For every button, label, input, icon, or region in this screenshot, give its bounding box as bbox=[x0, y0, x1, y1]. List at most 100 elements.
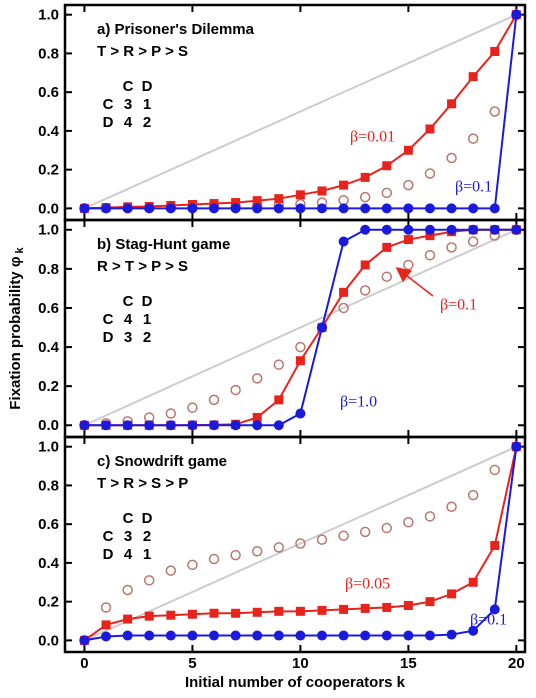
matrix-cell: 2 bbox=[143, 114, 151, 131]
point bbox=[382, 602, 392, 612]
y-tick-label: 0.2 bbox=[38, 594, 59, 611]
y-axis-label-sub: k bbox=[14, 246, 26, 253]
y-tick-label: 1.0 bbox=[38, 439, 59, 456]
y-tick-label: 0.0 bbox=[38, 417, 59, 434]
point bbox=[166, 610, 176, 620]
y-tick-label: 0.0 bbox=[38, 200, 59, 217]
point bbox=[425, 597, 435, 607]
point bbox=[144, 203, 155, 214]
x-tick-label: 15 bbox=[400, 655, 417, 672]
point bbox=[273, 420, 284, 431]
point bbox=[209, 420, 220, 431]
point bbox=[79, 420, 90, 431]
point bbox=[338, 203, 349, 214]
point bbox=[490, 540, 500, 550]
point bbox=[489, 464, 501, 476]
point bbox=[122, 420, 133, 431]
point bbox=[251, 546, 263, 557]
matrix-cell: 4 bbox=[124, 546, 133, 563]
matrix-row-label: D bbox=[103, 329, 114, 346]
plot-frame bbox=[63, 435, 527, 654]
point bbox=[295, 190, 305, 200]
point bbox=[424, 224, 435, 235]
point bbox=[122, 203, 133, 214]
panel-subtitle: R > T > P > S bbox=[97, 258, 188, 275]
point bbox=[489, 604, 500, 615]
panel: 0.0 0.2 0.4 0.6 0.8 1.0 β=0.01 β=0.1 a) Prisoner… bbox=[38, 3, 527, 222]
point bbox=[295, 606, 305, 616]
point bbox=[424, 168, 436, 179]
point bbox=[230, 549, 241, 561]
y-tick-label: 0.8 bbox=[38, 45, 59, 62]
matrix-cell: 4 bbox=[124, 114, 133, 131]
matrix-header: D bbox=[142, 510, 153, 527]
point bbox=[79, 203, 90, 214]
y-tick-label: 0.8 bbox=[38, 477, 59, 494]
point bbox=[424, 249, 436, 261]
series-line bbox=[84, 445, 517, 642]
x-tick-label: 0 bbox=[80, 655, 88, 672]
point bbox=[165, 420, 176, 431]
point bbox=[447, 99, 457, 109]
point bbox=[230, 384, 241, 396]
point bbox=[230, 420, 241, 431]
point bbox=[143, 575, 155, 586]
point bbox=[274, 606, 284, 616]
point bbox=[359, 526, 371, 538]
point bbox=[165, 408, 177, 419]
matrix-header: D bbox=[142, 78, 153, 95]
matrix-row-label: D bbox=[103, 114, 114, 131]
matrix-cell: 1 bbox=[143, 96, 151, 113]
point bbox=[339, 180, 349, 190]
point bbox=[252, 412, 262, 422]
point bbox=[360, 203, 371, 214]
point bbox=[230, 203, 241, 214]
point bbox=[403, 630, 414, 641]
y-tick-label: 0.4 bbox=[38, 555, 60, 572]
series-label: β=0.1 bbox=[470, 612, 507, 629]
point bbox=[468, 203, 479, 214]
point bbox=[101, 620, 111, 630]
series-label: β=1.0 bbox=[340, 394, 377, 411]
point bbox=[446, 242, 457, 253]
point bbox=[360, 172, 370, 182]
y-tick-label: 0.6 bbox=[38, 516, 59, 533]
x-tick-label: 20 bbox=[508, 655, 525, 672]
point bbox=[252, 630, 263, 641]
point bbox=[468, 72, 478, 82]
point bbox=[359, 285, 371, 296]
point bbox=[381, 224, 392, 235]
point bbox=[273, 630, 284, 641]
point bbox=[316, 534, 328, 545]
panel-subtitle: T > R > P > S bbox=[97, 43, 188, 60]
matrix-cell: 3 bbox=[124, 96, 132, 113]
point bbox=[467, 236, 479, 247]
point bbox=[273, 359, 285, 370]
point bbox=[316, 322, 327, 333]
point bbox=[446, 152, 457, 164]
point bbox=[338, 630, 349, 641]
point bbox=[359, 191, 371, 203]
point bbox=[403, 516, 414, 528]
y-tick-label: 0.2 bbox=[38, 378, 59, 395]
point bbox=[144, 611, 154, 621]
point bbox=[425, 124, 435, 134]
point bbox=[317, 186, 327, 196]
point bbox=[251, 373, 263, 384]
x-tick-label: 5 bbox=[188, 655, 196, 672]
point bbox=[316, 203, 327, 214]
point bbox=[489, 224, 500, 235]
point bbox=[187, 402, 198, 413]
point bbox=[208, 553, 220, 565]
point bbox=[360, 603, 370, 613]
point bbox=[338, 302, 349, 314]
point bbox=[468, 625, 479, 636]
point bbox=[123, 614, 133, 624]
point bbox=[403, 259, 414, 271]
point bbox=[122, 584, 133, 596]
point bbox=[187, 630, 198, 641]
matrix-row-label: C bbox=[103, 528, 114, 545]
y-tick-label: 1.0 bbox=[38, 222, 59, 239]
point bbox=[295, 203, 306, 214]
matrix-header: C bbox=[123, 293, 134, 310]
